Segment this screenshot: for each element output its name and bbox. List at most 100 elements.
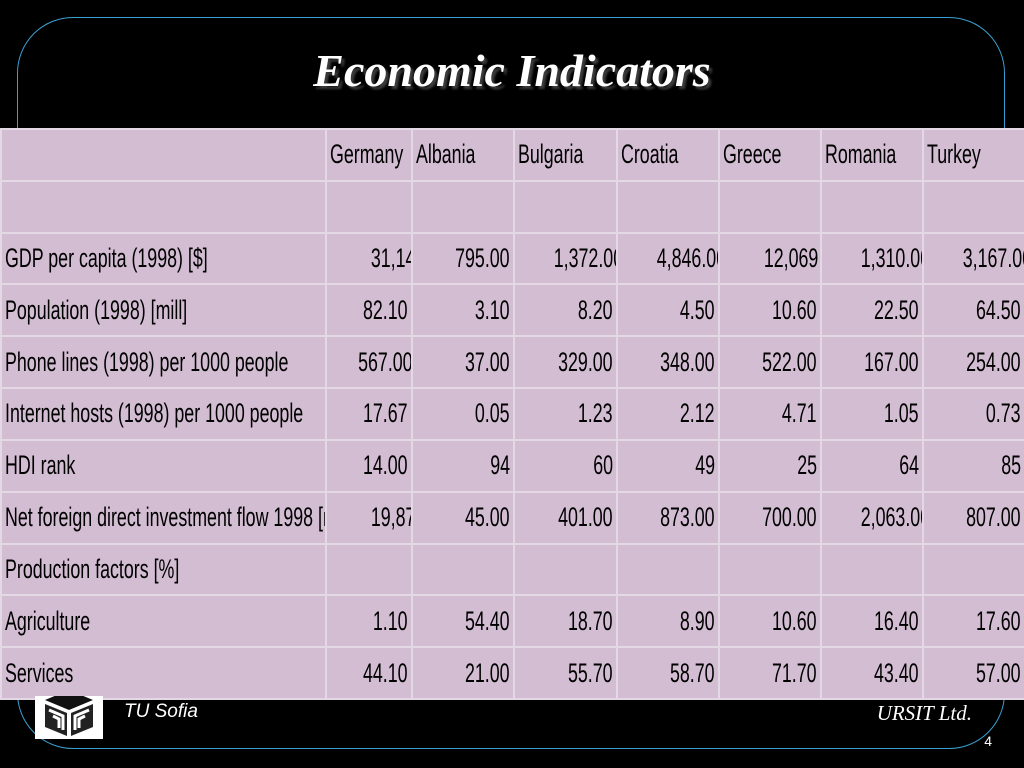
column-header: Bulgaria	[513, 128, 618, 182]
table-cell: 522.00	[718, 335, 822, 390]
table-cell: 49	[616, 438, 720, 493]
table-cell: 1,372.00	[513, 231, 618, 286]
table-cell: 0.05	[411, 387, 515, 441]
table-cell: 4.50	[616, 283, 720, 338]
table-cell: 3,167.00	[922, 231, 1024, 286]
slide-title: Economic Indicators	[313, 45, 711, 96]
row-label	[0, 179, 327, 234]
table-cell: 17.67	[325, 387, 413, 441]
table-cell	[513, 542, 618, 597]
table-cell: 10.60	[718, 283, 822, 338]
corner-cell	[0, 128, 327, 182]
column-header: Albania	[411, 128, 515, 182]
page-number: 4	[984, 733, 992, 749]
table-cell	[616, 542, 720, 597]
table-cell: 17.60	[922, 594, 1024, 649]
table-cell: 1.10	[325, 594, 413, 649]
row-label: Production factors [%]	[0, 542, 327, 597]
table-cell: 795.00	[411, 231, 515, 286]
table-cell: 2.12	[616, 387, 720, 441]
table-cell: 2,063.00	[820, 490, 924, 545]
table-cell: 45.00	[411, 490, 515, 545]
table-cell: 1.23	[513, 387, 618, 441]
table-cell: 16.40	[820, 594, 924, 649]
table-cell: 58.70	[616, 646, 720, 700]
table-cell: 37.00	[411, 335, 515, 390]
table-cell: 14.00	[325, 438, 413, 493]
table-cell	[616, 179, 720, 234]
table-cell: 4,846.00	[616, 231, 720, 286]
table-cell: 1.05	[820, 387, 924, 441]
table-row: Population (1998) [mill] 82.10 3.10 8.20 4.5…	[0, 283, 1024, 338]
row-label: Population (1998) [mill]	[0, 283, 327, 338]
table-cell: 254.00	[922, 335, 1024, 390]
table-cell: 60	[513, 438, 618, 493]
table-header-row: Germany Albania Bulgaria Croatia Greece …	[0, 128, 1024, 182]
table-cell: 0.73	[922, 387, 1024, 441]
column-header: Croatia	[616, 128, 720, 182]
table-cell: 807.00	[922, 490, 1024, 545]
table-cell: 44.10	[325, 646, 413, 700]
table-cell: 31,141.00	[325, 231, 413, 286]
table-cell	[922, 542, 1024, 597]
row-label: GDP per capita (1998) [$]	[0, 231, 327, 286]
table-row: GDP per capita (1998) [$]31,141.00795.00…	[0, 231, 1024, 286]
table-cell: 19,877.00	[325, 490, 413, 545]
footer-organization: TU Sofia	[124, 701, 198, 722]
table-cell	[718, 542, 822, 597]
table-cell: 329.00	[513, 335, 618, 390]
table-cell: 25	[718, 438, 822, 493]
table-cell: 8.20	[513, 283, 618, 338]
table-row: HDI rank 14.00 94 60 49 25 64 85	[0, 438, 1024, 493]
table-cell: 12,069.00	[718, 231, 822, 286]
table-body: Germany Albania Bulgaria Croatia Greece …	[0, 128, 1024, 700]
footer-company: URSIT Ltd.	[876, 701, 972, 725]
table-row: Net foreign direct investment flow 1998 …	[0, 490, 1024, 545]
table-cell: 18.70	[513, 594, 618, 649]
table-cell: 82.10	[325, 283, 413, 338]
table-cell: 167.00	[820, 335, 924, 390]
economic-indicators-table: Germany Albania Bulgaria Croatia Greece …	[0, 128, 1024, 700]
table-cell: 700.00	[718, 490, 822, 545]
table-cell: 43.40	[820, 646, 924, 700]
table-cell: 4.71	[718, 387, 822, 441]
table-cell	[922, 179, 1024, 234]
table-cell	[325, 179, 413, 234]
table-row: Agriculture 1.10 54.40 18.70 8.90 10.60 16.40 1…	[0, 594, 1024, 649]
tu-sofia-logo-icon	[35, 696, 103, 739]
row-label: Services	[0, 646, 327, 700]
row-label: Agriculture	[0, 594, 327, 649]
table-cell: 8.90	[616, 594, 720, 649]
column-header: Romania	[820, 128, 924, 182]
table-cell: 57.00	[922, 646, 1024, 700]
table-cell	[411, 542, 515, 597]
row-label: Phone lines (1998) per 1000 people	[0, 335, 327, 390]
column-header: Germany	[325, 128, 413, 182]
table-cell	[718, 179, 822, 234]
table-cell: 10.60	[718, 594, 822, 649]
table-cell: 567.00	[325, 335, 413, 390]
row-label: HDI rank	[0, 438, 327, 493]
table-cell: 55.70	[513, 646, 618, 700]
table-cell	[513, 179, 618, 234]
column-header: Turkey	[922, 128, 1024, 182]
table-cell: 64	[820, 438, 924, 493]
table-cell: 3.10	[411, 283, 515, 338]
row-label: Internet hosts (1998) per 1000 people	[0, 387, 327, 441]
table-cell	[820, 542, 924, 597]
table-cell: 401.00	[513, 490, 618, 545]
table-cell	[820, 179, 924, 234]
table-cell: 21.00	[411, 646, 515, 700]
table-row: Phone lines (1998) per 1000 people 567.00…	[0, 335, 1024, 390]
table-cell: 71.70	[718, 646, 822, 700]
table-row: Internet hosts (1998) per 1000 people 17.…	[0, 387, 1024, 441]
table-cell: 22.50	[820, 283, 924, 338]
table-cell	[325, 542, 413, 597]
table-cell	[411, 179, 515, 234]
table-cell: 348.00	[616, 335, 720, 390]
table-cell: 873.00	[616, 490, 720, 545]
table-cell: 85	[922, 438, 1024, 493]
table-row: Production factors [%]	[0, 542, 1024, 597]
table-cell: 1,310.00	[820, 231, 924, 286]
table-row: Services 44.10 21.00 55.70 58.70 71.70 43.40 57…	[0, 646, 1024, 700]
